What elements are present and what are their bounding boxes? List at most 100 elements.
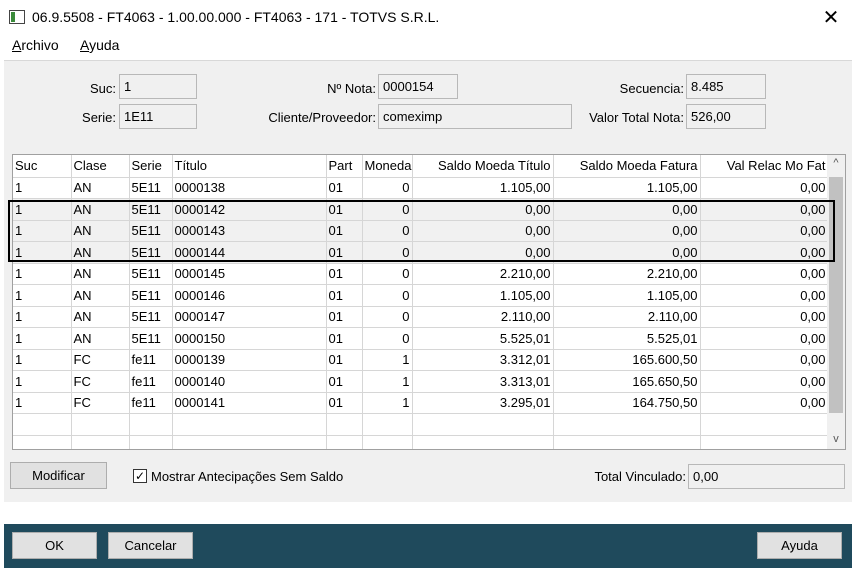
cliente-field[interactable]: comeximp [378,104,572,129]
cell-serie[interactable]: 5E11 [129,284,173,307]
table-row[interactable]: 1 FC fe11 0000140 01 1 3.313,01 165.650,50 0,00 [13,370,829,393]
cell-saldo-fatura[interactable]: 165.650,50 [553,370,701,393]
cell-saldo-fatura[interactable]: 1.105,00 [553,177,701,199]
cell-moneda[interactable]: 0 [362,241,413,264]
cell-val-relac[interactable]: 0,00 [700,370,829,393]
cell-moneda[interactable]: 1 [362,370,413,393]
cell-saldo-titulo[interactable]: 0,00 [412,220,554,242]
cell-suc[interactable]: 1 [13,241,72,264]
cell-clase[interactable]: FC [71,370,130,393]
cell-saldo-titulo[interactable]: 3.312,01 [412,349,554,371]
cell-clase[interactable]: AN [71,284,130,307]
empty-cell[interactable] [553,413,701,436]
empty-cell[interactable] [13,435,72,449]
cell-part[interactable]: 01 [326,349,363,371]
cell-saldo-fatura[interactable]: 5.525,01 [553,327,701,350]
secuencia-field[interactable]: 8.485 [686,74,766,99]
cell-suc[interactable]: 1 [13,220,72,242]
total-vinculado-field[interactable]: 0,00 [688,464,845,489]
empty-cell[interactable] [362,413,413,436]
close-button[interactable]: ✕ [808,0,854,34]
cell-clase[interactable]: AN [71,220,130,242]
cell-titulo[interactable]: 0000146 [172,284,327,307]
cell-serie[interactable]: 5E11 [129,198,173,221]
scroll-down-icon[interactable]: v [833,433,839,445]
cell-part[interactable]: 01 [326,392,363,414]
empty-cell[interactable] [71,413,130,436]
cell-titulo[interactable]: 0000140 [172,370,327,393]
cell-suc[interactable]: 1 [13,306,72,328]
scroll-up-icon[interactable]: ^ [833,157,839,169]
cell-saldo-titulo[interactable]: 2.110,00 [412,306,554,328]
cell-clase[interactable]: FC [71,349,130,371]
empty-table-row[interactable] [13,413,829,436]
cell-serie[interactable]: 5E11 [129,177,173,199]
cell-suc[interactable]: 1 [13,263,72,285]
cell-saldo-titulo[interactable]: 0,00 [412,241,554,264]
cell-clase[interactable]: AN [71,263,130,285]
col-header-moneda[interactable]: Moneda [362,155,413,178]
col-header-part[interactable]: Part [326,155,363,178]
cell-val-relac[interactable]: 0,00 [700,177,829,199]
cell-moneda[interactable]: 0 [362,306,413,328]
ayuda-button[interactable]: Ayuda [757,532,842,559]
cell-serie[interactable]: fe11 [129,392,173,414]
cell-val-relac[interactable]: 0,00 [700,284,829,307]
col-header-serie[interactable]: Serie [129,155,173,178]
empty-cell[interactable] [412,435,554,449]
empty-cell[interactable] [13,413,72,436]
scroll-thumb[interactable] [829,177,843,413]
cell-moneda[interactable]: 0 [362,177,413,199]
col-header-saldo-fatura[interactable]: Saldo Moeda Fatura [553,155,701,178]
cell-val-relac[interactable]: 0,00 [700,349,829,371]
cell-saldo-fatura[interactable]: 1.105,00 [553,284,701,307]
cell-saldo-titulo[interactable]: 5.525,01 [412,327,554,350]
cell-titulo[interactable]: 0000150 [172,327,327,350]
table-row[interactable]: 1 FC fe11 0000141 01 1 3.295,01 164.750,50 0,00 [13,392,829,414]
table-row[interactable]: 1 FC fe11 0000139 01 1 3.312,01 165.600,50 0,00 [13,349,829,371]
cell-saldo-fatura[interactable]: 2.210,00 [553,263,701,285]
cell-titulo[interactable]: 0000139 [172,349,327,371]
vertical-scrollbar[interactable]: ^ v [827,155,845,449]
empty-cell[interactable] [412,413,554,436]
cell-suc[interactable]: 1 [13,177,72,199]
cell-saldo-fatura[interactable]: 0,00 [553,241,701,264]
cell-val-relac[interactable]: 0,00 [700,392,829,414]
table-row[interactable]: 1 AN 5E11 0000138 01 0 1.105,00 1.105,00 0,00 [13,177,829,199]
cell-suc[interactable]: 1 [13,198,72,221]
cell-serie[interactable]: 5E11 [129,241,173,264]
valor-total-field[interactable]: 526,00 [686,104,766,129]
cell-saldo-titulo[interactable]: 3.295,01 [412,392,554,414]
cell-moneda[interactable]: 1 [362,392,413,414]
cell-titulo[interactable]: 0000142 [172,198,327,221]
cell-suc[interactable]: 1 [13,349,72,371]
table-row[interactable]: 1 AN 5E11 0000145 01 0 2.210,00 2.210,00 0,00 [13,263,829,285]
empty-cell[interactable] [362,435,413,449]
table-row[interactable]: 1 AN 5E11 0000146 01 0 1.105,00 1.105,00 0,00 [13,284,829,307]
table-row[interactable]: 1 AN 5E11 0000142 01 0 0,00 0,00 0,00 [13,198,829,221]
cell-part[interactable]: 01 [326,177,363,199]
col-header-val-relac[interactable]: Val Relac Mo Fat [700,155,829,178]
empty-cell[interactable] [129,413,173,436]
cell-moneda[interactable]: 0 [362,263,413,285]
cell-titulo[interactable]: 0000144 [172,241,327,264]
cell-val-relac[interactable]: 0,00 [700,241,829,264]
titles-grid[interactable]: Suc Clase Serie Título Part Moneda Saldo… [12,154,846,450]
cell-moneda[interactable]: 0 [362,284,413,307]
cell-saldo-titulo[interactable]: 2.210,00 [412,263,554,285]
cell-val-relac[interactable]: 0,00 [700,327,829,350]
col-header-saldo-titulo[interactable]: Saldo Moeda Título [412,155,554,178]
cell-part[interactable]: 01 [326,306,363,328]
cell-serie[interactable]: 5E11 [129,220,173,242]
cell-clase[interactable]: FC [71,392,130,414]
empty-table-row[interactable] [13,435,829,449]
cell-moneda[interactable]: 0 [362,198,413,221]
cell-saldo-fatura[interactable]: 0,00 [553,198,701,221]
table-row[interactable]: 1 AN 5E11 0000144 01 0 0,00 0,00 0,00 [13,241,829,264]
menu-archivo[interactable]: Archivo [12,37,59,53]
empty-cell[interactable] [172,413,327,436]
cell-saldo-fatura[interactable]: 0,00 [553,220,701,242]
cell-part[interactable]: 01 [326,284,363,307]
empty-cell[interactable] [700,413,829,436]
serie-field[interactable]: 1E11 [119,104,197,129]
